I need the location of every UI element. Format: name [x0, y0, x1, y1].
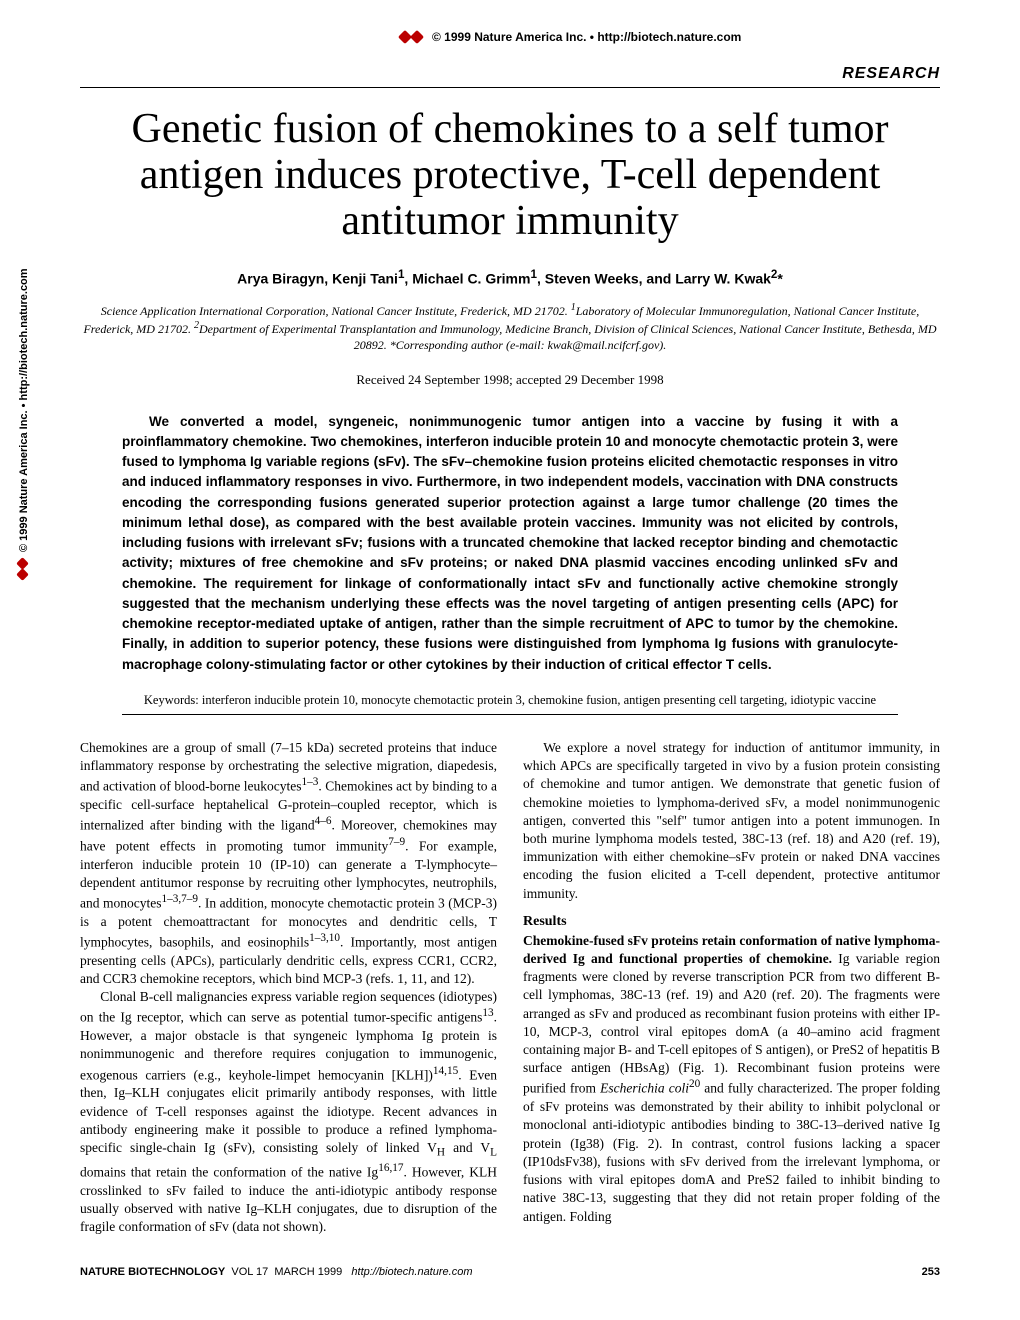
abstract-text: We converted a model, syngeneic, nonimmu… — [122, 414, 898, 672]
horizontal-rule-top — [80, 87, 940, 88]
abstract: We converted a model, syngeneic, nonimmu… — [122, 412, 898, 675]
keywords-line: Keywords: interferon inducible protein 1… — [80, 693, 940, 708]
logo-icon — [18, 558, 30, 580]
logo-icon — [399, 31, 423, 45]
body-paragraph: Chemokines are a group of small (7–15 kD… — [80, 739, 497, 988]
footer-page-number: 253 — [922, 1266, 940, 1278]
body-columns: Chemokines are a group of small (7–15 kD… — [80, 739, 940, 1236]
horizontal-rule-mid — [122, 714, 898, 715]
article-title: Genetic fusion of chemokines to a self t… — [80, 106, 940, 245]
side-copyright-text: © 1999 Nature America Inc. • http://biot… — [18, 268, 30, 552]
affiliations: Science Application International Corpor… — [80, 301, 940, 354]
received-accepted-dates: Received 24 September 1998; accepted 29 … — [80, 372, 940, 388]
authors-line: Arya Biragyn, Kenji Tani1, Michael C. Gr… — [80, 268, 940, 287]
body-paragraph: Chemokine-fused sFv proteins retain conf… — [523, 932, 940, 1226]
top-banner: © 1999 Nature America Inc. • http://biot… — [200, 30, 940, 45]
footer-citation: NATURE BIOTECHNOLOGY VOL 17 MARCH 1999 h… — [80, 1266, 472, 1278]
top-banner-text: © 1999 Nature America Inc. • http://biot… — [432, 30, 741, 44]
column-left: Chemokines are a group of small (7–15 kD… — [80, 739, 497, 1236]
body-paragraph: Clonal B-cell malignancies express varia… — [80, 988, 497, 1236]
page-container: © 1999 Nature America Inc. • http://biot… — [0, 0, 1020, 1298]
side-copyright-label: © 1999 Nature America Inc. • http://biot… — [18, 268, 30, 580]
body-paragraph: We explore a novel strategy for inductio… — [523, 739, 940, 903]
column-right: We explore a novel strategy for inductio… — [523, 739, 940, 1236]
section-header: RESEARCH — [80, 65, 940, 83]
results-heading: Results — [523, 913, 940, 932]
page-footer: NATURE BIOTECHNOLOGY VOL 17 MARCH 1999 h… — [80, 1266, 940, 1278]
